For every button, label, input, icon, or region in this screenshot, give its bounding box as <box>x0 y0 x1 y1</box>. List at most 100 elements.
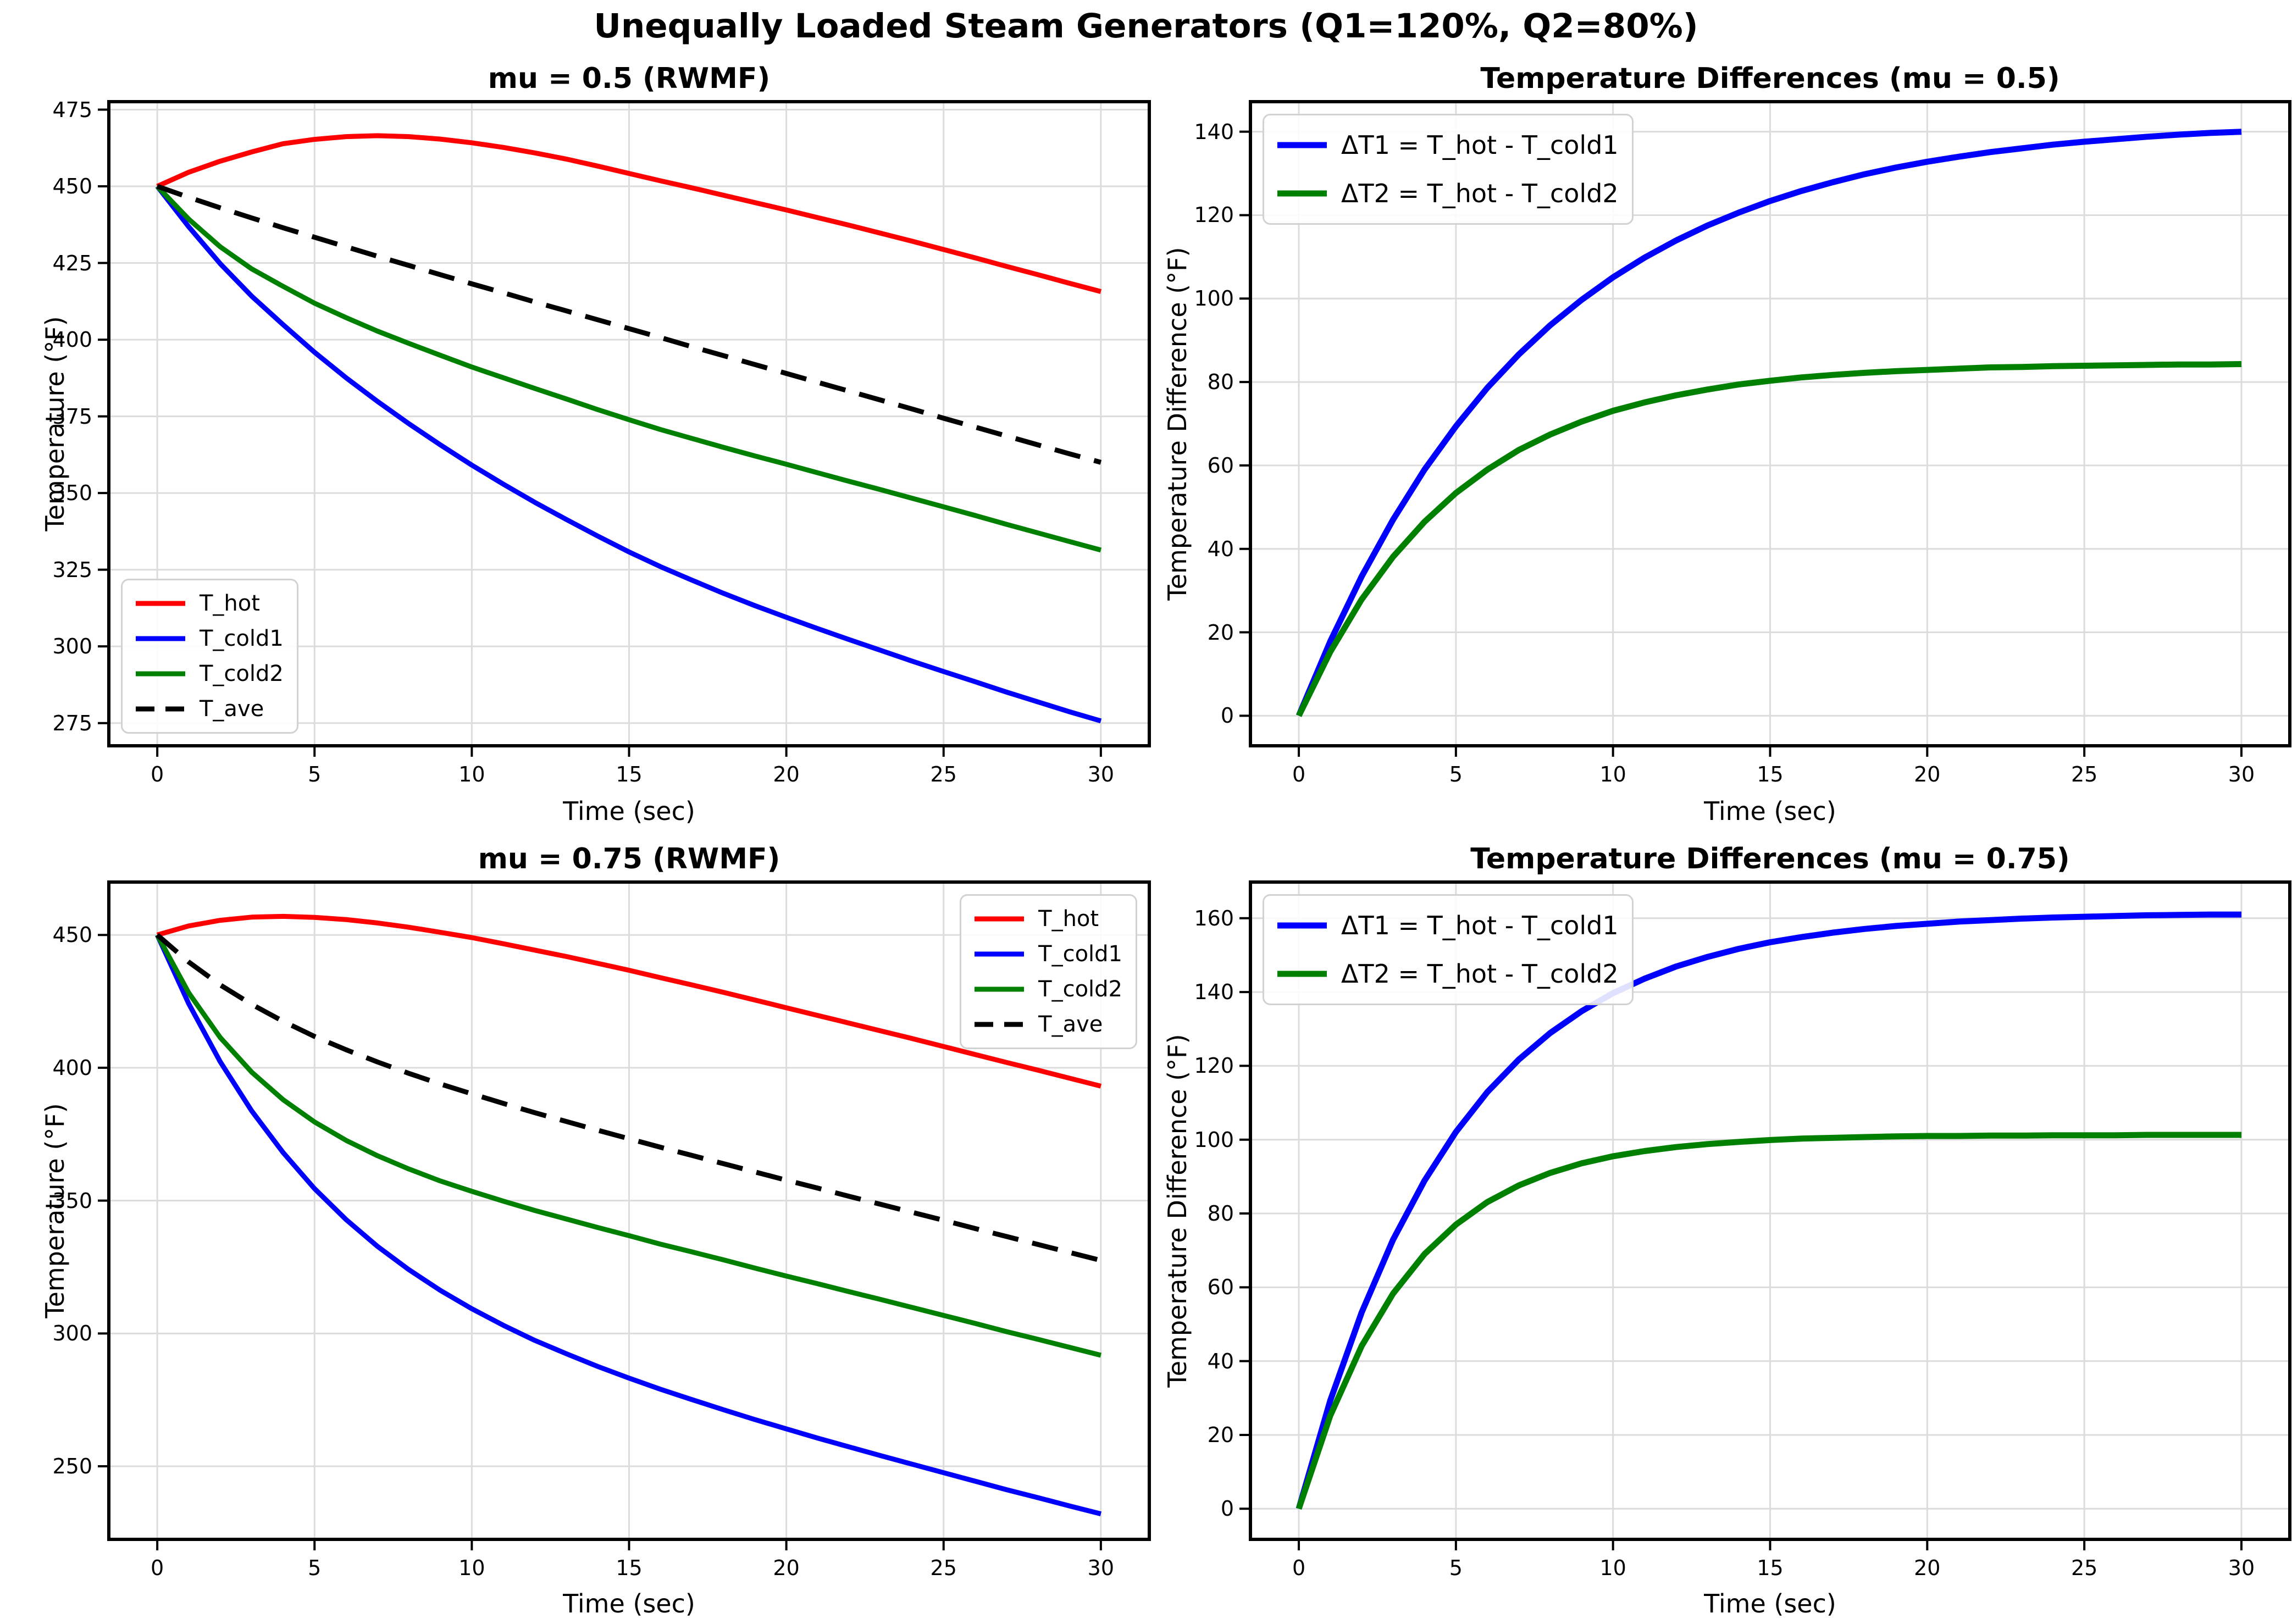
series-line-ΔT1 = T_hot - T_cold1 <box>1296 129 2242 717</box>
figure-suptitle: Unequally Loaded Steam Generators (Q1=12… <box>594 7 1698 46</box>
series-line-T_ave <box>156 184 1102 465</box>
y-tick-label: 60 <box>1207 1275 1234 1300</box>
subplot-4-title: Temperature Differences (mu = 0.75) <box>1470 843 2070 875</box>
legend-item: T_hot <box>975 901 1122 936</box>
y-tick-label: 40 <box>1207 1349 1234 1373</box>
x-tick-label: 30 <box>2228 762 2255 786</box>
x-tick-label: 20 <box>773 1556 800 1580</box>
legend-item: T_cold2 <box>975 972 1122 1007</box>
subplot-4-ylabel: Temperature Difference (°F) <box>1162 1034 1192 1388</box>
y-tick-label: 400 <box>52 328 92 352</box>
y-tick-label: 450 <box>52 174 92 199</box>
series-line-T_cold1 <box>155 185 1102 724</box>
series-line-T_hot <box>156 913 1102 1089</box>
x-tick-label: 25 <box>2070 1556 2098 1580</box>
legend-line-sample <box>1277 922 1327 929</box>
y-tick-label: 0 <box>1220 703 1234 728</box>
series-line-T_cold2 <box>155 934 1102 1358</box>
legend-label: T_ave <box>200 696 264 722</box>
x-tick-label: 20 <box>773 762 800 786</box>
x-tick-label: 30 <box>1087 1556 1115 1580</box>
y-tick-label: 80 <box>1207 1201 1234 1226</box>
legend-label: T_hot <box>200 591 260 616</box>
y-tick-label: 325 <box>52 557 92 582</box>
subplot-3-xlabel: Time (sec) <box>563 1589 695 1619</box>
subplot-1-xlabel: Time (sec) <box>563 796 695 826</box>
y-tick-label: 140 <box>1194 980 1234 1005</box>
subplot-2-title: Temperature Differences (mu = 0.5) <box>1480 62 2060 95</box>
subplot-1-title: mu = 0.5 (RWMF) <box>488 62 771 95</box>
y-tick-label: 350 <box>52 1188 92 1213</box>
legend-item: T_cold2 <box>136 656 284 691</box>
legend-label: T_cold2 <box>1038 977 1122 1002</box>
legend-item: T_hot <box>136 586 284 621</box>
x-tick-label: 5 <box>1449 1556 1463 1580</box>
legend-line-sample <box>136 671 185 677</box>
series-line-T_cold2 <box>155 184 1102 553</box>
legend-item: T_cold1 <box>975 936 1122 972</box>
y-tick-label: 160 <box>1194 906 1234 930</box>
y-tick-label: 120 <box>1194 1054 1234 1078</box>
legend-line-sample <box>136 601 185 606</box>
legend-label: ΔT2 = T_hot - T_cold2 <box>1341 959 1619 989</box>
x-tick-label: 5 <box>308 1556 322 1580</box>
y-tick-label: 40 <box>1207 536 1234 561</box>
legend-label: T_hot <box>1038 906 1099 932</box>
y-tick-label: 20 <box>1207 1422 1234 1447</box>
series-line-ΔT2 = T_hot - T_cold2 <box>1296 1132 2241 1510</box>
legend: T_hot T_cold1 T_cold2 T_ave <box>121 579 298 734</box>
y-tick-label: 475 <box>52 97 92 122</box>
legend-label: ΔT2 = T_hot - T_cold2 <box>1341 179 1619 208</box>
y-tick-label: 250 <box>52 1454 92 1479</box>
y-tick-label: 450 <box>52 923 92 947</box>
y-tick-label: 300 <box>52 1321 92 1346</box>
legend-item: ΔT1 = T_hot - T_cold1 <box>1277 121 1619 169</box>
legend-line-sample <box>1277 971 1327 977</box>
legend-line-sample <box>975 986 1025 992</box>
x-tick-label: 10 <box>458 1556 485 1580</box>
subplot-2-ylabel: Temperature Difference (°F) <box>1162 247 1192 601</box>
legend-item: ΔT2 = T_hot - T_cold2 <box>1277 950 1619 998</box>
x-tick-label: 0 <box>151 1556 164 1580</box>
legend-line-sample <box>1277 142 1327 148</box>
y-tick-label: 400 <box>52 1055 92 1080</box>
x-tick-label: 25 <box>2070 762 2098 786</box>
x-tick-label: 0 <box>1292 762 1306 786</box>
y-tick-label: 0 <box>1220 1496 1234 1521</box>
subplot-4-xlabel: Time (sec) <box>1704 1589 1836 1619</box>
x-tick-label: 10 <box>458 762 485 786</box>
legend: T_hot T_cold1 T_cold2 T_ave <box>960 894 1137 1049</box>
x-tick-label: 25 <box>930 762 957 786</box>
series-line-ΔT2 = T_hot - T_cold2 <box>1296 361 2242 717</box>
legend-line-sample <box>975 1022 1025 1027</box>
y-tick-label: 140 <box>1194 119 1234 144</box>
x-tick-label: 30 <box>2228 1556 2255 1580</box>
legend-line-sample <box>975 916 1025 922</box>
legend-label: T_ave <box>1038 1012 1103 1037</box>
legend-line-sample <box>975 951 1025 957</box>
subplot-3-title: mu = 0.75 (RWMF) <box>478 843 780 875</box>
legend-line-sample <box>1277 190 1327 197</box>
x-tick-label: 20 <box>1914 1556 1941 1580</box>
legend: ΔT1 = T_hot - T_cold1 ΔT2 = T_hot - T_col… <box>1263 114 1634 225</box>
y-tick-label: 375 <box>52 404 92 429</box>
x-tick-label: 5 <box>1449 762 1463 786</box>
legend-line-sample <box>136 706 185 712</box>
legend-label: ΔT1 = T_hot - T_cold1 <box>1341 911 1619 940</box>
legend-item: T_ave <box>975 1007 1122 1042</box>
y-tick-label: 20 <box>1207 620 1234 645</box>
series-line-T_hot <box>156 133 1102 294</box>
legend-label: ΔT1 = T_hot - T_cold1 <box>1341 130 1619 160</box>
y-tick-label: 100 <box>1194 286 1234 311</box>
y-tick-label: 80 <box>1207 370 1234 395</box>
legend-item: ΔT2 = T_hot - T_cold2 <box>1277 169 1619 218</box>
x-tick-label: 15 <box>616 1556 643 1580</box>
legend-item: T_cold1 <box>136 621 284 656</box>
y-tick-label: 100 <box>1194 1127 1234 1152</box>
y-tick-label: 300 <box>52 634 92 659</box>
x-tick-label: 15 <box>1757 762 1784 786</box>
x-tick-label: 15 <box>1757 1556 1784 1580</box>
y-tick-label: 350 <box>52 481 92 506</box>
series-line-T_cold1 <box>155 934 1102 1516</box>
